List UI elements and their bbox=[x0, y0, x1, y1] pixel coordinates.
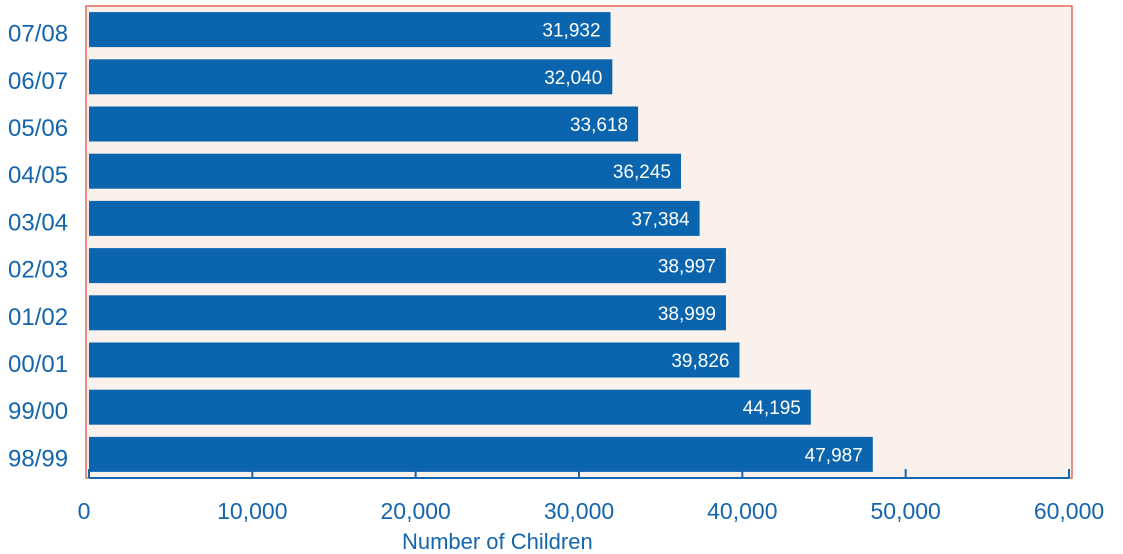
category-label: 07/08 bbox=[8, 21, 68, 48]
x-axis-title: Number of Children bbox=[402, 529, 593, 554]
category-label: 04/05 bbox=[8, 162, 68, 189]
category-label: 01/02 bbox=[8, 304, 68, 331]
category-label: 00/01 bbox=[8, 351, 68, 378]
data-label: 39,826 bbox=[671, 351, 729, 372]
data-label: 47,987 bbox=[805, 445, 863, 466]
bar-06-07 bbox=[89, 59, 613, 95]
x-tick-label: 30,000 bbox=[544, 498, 614, 524]
category-label: 06/07 bbox=[8, 68, 68, 95]
bar-98-99 bbox=[89, 436, 873, 472]
data-label: 33,618 bbox=[570, 115, 628, 136]
data-label: 37,384 bbox=[631, 209, 690, 230]
data-label: 38,999 bbox=[658, 304, 716, 325]
bar-05-06 bbox=[89, 106, 639, 142]
category-label: 98/99 bbox=[8, 445, 68, 472]
bar-02-03 bbox=[89, 248, 726, 284]
category-labels: 07/08 06/07 05/06 04/05 03/04 02/03 01/02 00/01… bbox=[8, 21, 68, 473]
bar-00-01 bbox=[89, 342, 740, 378]
x-tick-label: 50,000 bbox=[870, 498, 940, 524]
category-label: 05/06 bbox=[8, 115, 68, 142]
x-tick-label: 20,000 bbox=[380, 498, 450, 524]
bar-03-04 bbox=[89, 200, 700, 236]
data-label: 32,040 bbox=[544, 68, 602, 89]
data-label: 44,195 bbox=[743, 398, 801, 419]
category-label: 03/04 bbox=[8, 209, 68, 236]
x-tick-label: 60,000 bbox=[1034, 498, 1104, 524]
bar-99-00 bbox=[89, 389, 811, 425]
category-label: 02/03 bbox=[8, 257, 68, 284]
bar-01-02 bbox=[89, 295, 726, 331]
category-label: 99/00 bbox=[8, 398, 68, 425]
x-tick-label: 10,000 bbox=[217, 498, 287, 524]
bar-04-05 bbox=[89, 153, 682, 189]
data-label: 36,245 bbox=[613, 162, 671, 183]
x-tick-label: 0 bbox=[78, 498, 91, 524]
bar-07-08 bbox=[89, 12, 611, 48]
data-label: 38,997 bbox=[658, 257, 716, 278]
x-axis-ticks: 0 10,000 20,000 30,000 40,000 50,000 60,000 bbox=[78, 469, 1104, 524]
data-label: 31,932 bbox=[542, 21, 600, 42]
x-tick-label: 40,000 bbox=[707, 498, 777, 524]
bars-group: 31,932 32,040 33,618 36,245 37,384 38,997 38,9… bbox=[89, 12, 873, 472]
